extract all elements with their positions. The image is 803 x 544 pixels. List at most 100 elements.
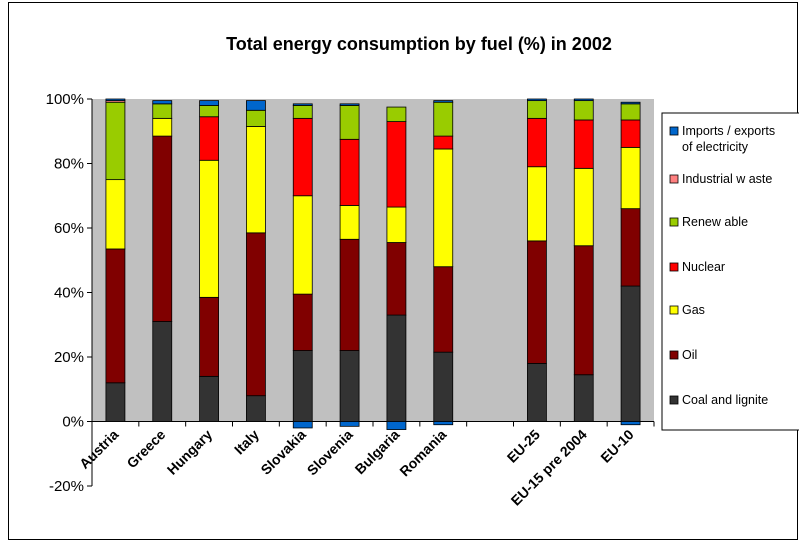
bar-segment [620,146,641,210]
x-tick-label: Greece [123,426,168,471]
bar-segment [620,208,641,287]
bar-segment [292,293,313,351]
bar-segment [199,296,219,377]
x-tick-label: Austria [76,426,122,472]
legend-label: Nuclear [682,260,725,274]
plot-background [92,99,654,422]
legend-box [661,112,799,431]
x-tick-label: Romania [396,426,449,479]
chart-frame: Total energy consumption by fuel (%) in … [8,2,799,540]
bar-segment [105,98,126,102]
bar-segment [620,119,641,148]
legend-swatch [669,305,679,315]
bar-segment [339,238,360,351]
y-tick-label: 60% [54,220,84,237]
legend-swatch [669,262,679,272]
bar-segment [199,100,219,106]
bar-segment-negative [386,421,407,430]
energy-chart: Total energy consumption by fuel (%) in … [46,34,799,509]
legend-label: Coal and lignite [682,393,768,407]
bar-segment [527,240,547,364]
bar-segment [246,126,266,234]
legend-label: Industrial w aste [682,172,772,186]
legend-swatch [669,126,679,136]
plot-area: -20% 0% 20% 40% 60% 80% 100% Austria GreeceHunga… [46,91,655,509]
bar-segment-negative [339,421,360,427]
bar-segment [386,106,407,122]
bar-segment [199,105,219,118]
y-tick-label: 40% [54,285,84,302]
legend-label: Renew able [682,215,748,229]
bar-segment [433,148,454,268]
bar-segment-negative [292,421,313,429]
bar-segment [152,117,173,137]
bar-segment [105,179,126,250]
bar-segment [433,351,454,422]
bar-segment [339,350,360,422]
bar-segment [433,135,454,150]
bar-segment [573,119,594,169]
legend-swatch [669,350,679,360]
bar-segment [105,248,126,384]
bar-segment [573,98,594,102]
bar-segment [433,266,454,353]
bar-segment [246,109,266,127]
bar-segment-negative [620,421,641,426]
bar-segment [527,166,547,242]
bar-segment [199,159,219,298]
bar-segment [292,350,313,422]
y-tick-label: 80% [54,156,84,173]
y-tick-label: -20% [49,478,84,495]
legend: Imports / exports of electricity Industria… [661,112,799,431]
bar-segment [386,314,407,422]
bar-segment [339,103,360,106]
y-tick-label: 100% [46,91,84,108]
bar-segment [199,116,219,161]
bar-segment [292,117,313,197]
legend-label: Oil [682,348,697,362]
x-tick-label: Hungary [164,426,216,478]
legend-label: of electricity [682,140,749,154]
bar-segment [199,375,219,422]
bar-segment [339,205,360,240]
bar-segment [246,395,266,422]
bar-segment-negative [433,421,454,426]
x-tick-label: Italy [231,426,262,457]
legend-label: Gas [682,303,705,317]
y-tick-label: 0% [62,414,84,431]
bar-segment [292,195,313,295]
bar-segment [433,101,454,137]
x-tick-label: EU-10 [597,426,637,466]
bar-segment [386,121,407,208]
bar-segment [433,100,454,103]
x-tick-label: EU-25 [504,426,544,466]
bar-segment [292,103,313,106]
bar-segment [386,206,407,243]
chart-title: Total energy consumption by fuel (%) in … [226,34,612,54]
bar-segment [527,363,547,422]
bar-segment [246,100,266,111]
x-tick-label: Bulgaria [352,426,403,477]
legend-swatch [669,217,679,227]
bar-segment [152,135,173,322]
bar-segment [620,101,641,105]
x-tick-label: Slovakia [257,426,309,478]
bar-segment [339,105,360,140]
bar-segment [573,245,594,376]
legend-label: Imports / exports [682,124,775,138]
bar-segment [573,100,594,121]
bar-segment [386,242,407,316]
bar-segment [105,382,126,422]
bar-segment [620,285,641,422]
bar-segment [292,105,313,119]
bar-segment [620,103,641,121]
bar-segment [527,98,547,102]
y-tick-label: 20% [54,349,84,366]
bar-segment [152,103,173,119]
legend-swatch [669,174,679,184]
bar-segment [573,167,594,247]
bar-segment [152,100,173,105]
x-tick-label: Slovenia [304,426,356,478]
bar-segment [527,100,547,119]
bar-segment [527,117,547,168]
